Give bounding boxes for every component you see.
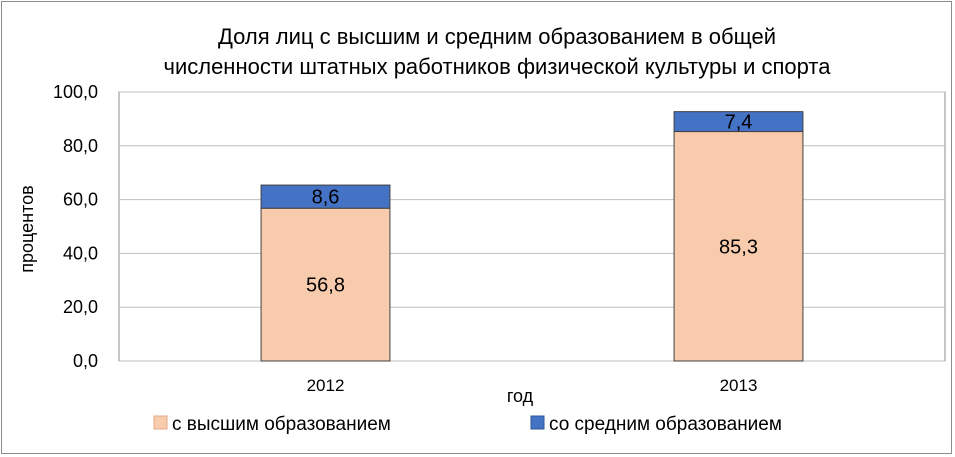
- y-tick-label: 20,0: [63, 297, 98, 317]
- y-tick-label: 100,0: [53, 82, 98, 102]
- x-tick-label: 2013: [720, 376, 758, 395]
- chart-title-line-1: Доля лиц с высшим и средним образованием…: [218, 24, 776, 49]
- chart-title-line-2: численности штатных работников физическо…: [163, 54, 831, 79]
- bar-2012-series-2: [260, 184, 391, 209]
- data-label: 7,4: [725, 112, 753, 134]
- plot-area-border: [118, 91, 946, 362]
- y-tick-label: 80,0: [63, 136, 98, 156]
- legend-swatch-2: [530, 415, 545, 430]
- y-tick-label: 40,0: [63, 243, 98, 263]
- x-axis-title: год: [507, 386, 534, 406]
- x-tick-label: 2012: [307, 376, 345, 395]
- y-tick-label: 60,0: [63, 190, 98, 210]
- data-label: 56,8: [306, 275, 345, 297]
- plot-area: 0,0 20,0 40,0 60,0 80,0 100,0 56,8 8,6 2012 85,3 7…: [53, 82, 946, 395]
- y-tick-label: 0,0: [73, 351, 98, 371]
- bar-2013-series-1: [673, 131, 804, 362]
- data-label: 8,6: [312, 187, 340, 209]
- legend: с высшим образованием со средним образова…: [153, 414, 782, 435]
- legend-label-2: со средним образованием: [549, 414, 782, 435]
- data-label: 85,3: [719, 236, 758, 258]
- bar-2013-series-2: [673, 111, 804, 133]
- bar-2012-series-1: [260, 207, 391, 362]
- legend-swatch-1: [153, 415, 168, 430]
- y-axis-title: процентов: [17, 185, 37, 272]
- legend-label-1: с высшим образованием: [172, 414, 391, 435]
